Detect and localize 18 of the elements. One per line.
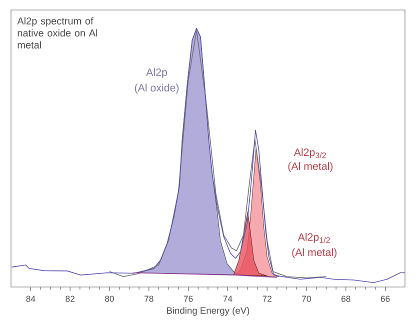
x-tick-label: 78 [144,296,154,302]
x-axis-title: Binding Energy (eV) [167,306,250,316]
x-tick-label: 74 [223,296,232,302]
x-tick-label: 76 [184,296,193,302]
annotation: (Al oxide) [134,84,179,94]
annotation: (Al metal) [292,248,337,258]
annotation: Al2p [146,68,167,78]
x-tick-label: 84 [26,296,36,302]
annotation: Al2p$_{3/2}$ [294,148,326,158]
x-tick-label: 82 [66,296,74,302]
x-tick-label: 68 [342,296,350,302]
x-tick-label: 72 [262,296,272,302]
x-tick-label: 80 [105,296,114,302]
annotation: Al2p$_{1/2}$ [298,232,330,243]
x-tick-label: 66 [380,296,390,302]
annotation: (Al metal) [288,162,333,172]
x-tick-label: 70 [302,296,311,302]
chart-title: Al2p spectrum of native oxide on Al metal [17,17,98,49]
